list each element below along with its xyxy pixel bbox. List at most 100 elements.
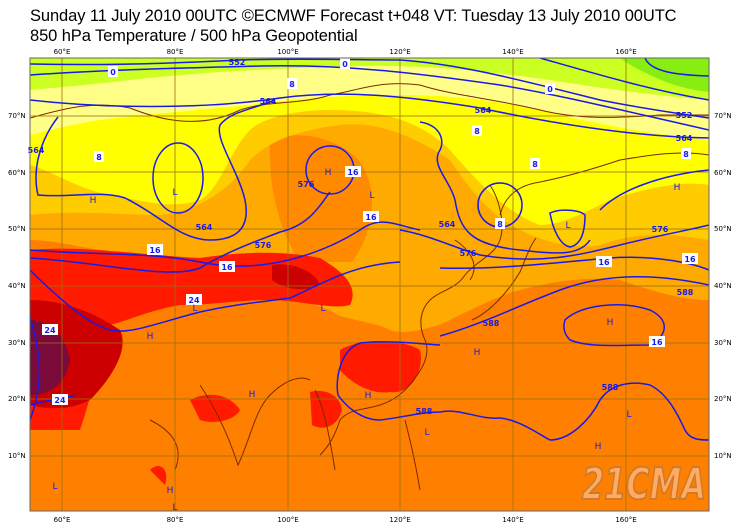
lat-label: 10°N <box>8 452 26 460</box>
high-pressure-center: H <box>365 391 372 401</box>
contour-552 <box>30 58 709 119</box>
contour-label: 16 <box>596 256 612 267</box>
contour-label: 8 <box>472 125 482 136</box>
low-pressure-center: L <box>626 410 631 420</box>
contour-label-text: 0 <box>342 60 348 69</box>
high-pressure-center: H <box>674 183 681 193</box>
contour-label-text: 8 <box>683 150 689 159</box>
contour-label-text: 8 <box>96 153 102 162</box>
contour-label: 0 <box>545 83 555 94</box>
contour-label: 24 <box>42 324 58 335</box>
contour-label-text: 16 <box>365 213 377 222</box>
lat-label: 30°N <box>714 339 732 347</box>
contour-label-text: 24 <box>188 296 200 305</box>
map-subtitle: 850 hPa Temperature / 500 hPa Geopotenti… <box>30 27 358 45</box>
contour-label-box <box>649 336 665 347</box>
contour-564-west <box>35 99 276 241</box>
contour-label: 564 <box>28 146 45 155</box>
contour-label-box <box>596 256 612 267</box>
contour-label-box <box>682 253 698 264</box>
band-dark-red <box>30 264 320 409</box>
contour-label-box <box>681 148 691 159</box>
contour-label-box <box>495 218 505 229</box>
contour-label-text: 588 <box>483 319 500 328</box>
contour-label: 564 <box>260 97 277 106</box>
lon-label: 80°E <box>167 48 184 56</box>
band-red-china <box>310 341 421 428</box>
contour-label: 24 <box>52 394 68 405</box>
high-pressure-center: H <box>147 332 154 342</box>
contour-label-text: 564 <box>196 223 213 232</box>
contour-label: 24 <box>186 294 202 305</box>
band-pale-yellow <box>30 58 709 140</box>
contour-label: 564 <box>676 134 693 143</box>
lon-label: 160°E <box>615 516 636 524</box>
lon-label: 60°E <box>54 48 71 56</box>
contour-576-east <box>399 224 709 260</box>
contour-label: 588 <box>483 319 500 328</box>
contour-label: 16 <box>682 253 698 264</box>
contour-label: 16 <box>363 211 379 222</box>
band-red-india <box>150 394 240 485</box>
contour-label: 16 <box>649 336 665 347</box>
contour-labels: 0 0 0 552 552 564 564 564 564 564 564 8 8 8 8 8 8 16 16 16 1… <box>28 58 698 416</box>
lat-label: 70°N <box>8 112 26 120</box>
contour-label-box <box>530 158 540 169</box>
low-pressure-center: L <box>424 428 429 438</box>
contour-label-text: 24 <box>44 326 56 335</box>
low-pressure-center: L <box>369 191 374 201</box>
high-pressure-center: H <box>607 318 614 328</box>
contour-label: 552 <box>676 111 693 120</box>
contour-label-text: 564 <box>676 134 693 143</box>
contour-label-box <box>186 294 202 305</box>
contour-label-box <box>287 78 297 89</box>
contour-label-text: 16 <box>221 263 233 272</box>
lat-label: 50°N <box>8 225 26 233</box>
high-pressure-center: H <box>90 196 97 206</box>
contour-label-text: 564 <box>28 146 45 155</box>
contour-label-text: 0 <box>547 85 553 94</box>
contour-label-text: 16 <box>149 246 161 255</box>
contour-label-text: 16 <box>347 168 359 177</box>
isotherm-16 <box>30 221 421 267</box>
low-pressure-center: L <box>320 304 325 314</box>
contour-label-text: 576 <box>298 180 315 189</box>
contour-label: 552 <box>229 58 246 67</box>
lon-label: 60°E <box>54 516 71 524</box>
contour-label: 564 <box>439 220 456 229</box>
contour-label: 0 <box>340 58 350 69</box>
contour-label: 8 <box>287 78 297 89</box>
lon-label: 140°E <box>502 48 523 56</box>
low-pressure-center: L <box>172 188 177 198</box>
contour-label: 8 <box>681 148 691 159</box>
contour-label-box <box>52 394 68 405</box>
contour-label: 16 <box>219 261 235 272</box>
lat-label: 30°N <box>8 339 26 347</box>
lat-labels-left: 70°N 60°N 50°N 40°N 30°N 20°N 10°N <box>8 112 26 460</box>
high-pressure-center: H <box>249 390 256 400</box>
contour-label-box <box>147 244 163 255</box>
contour-label-text: 0 <box>110 68 116 77</box>
contour-label-text: 564 <box>439 220 456 229</box>
lat-label: 20°N <box>714 395 732 403</box>
lat-label: 20°N <box>8 395 26 403</box>
contour-label-text: 576 <box>255 241 272 250</box>
lat-label: 10°N <box>714 452 732 460</box>
contour-label-box <box>108 66 118 77</box>
contour-label: 564 <box>196 223 213 232</box>
contour-label: 576 <box>652 225 669 234</box>
contour-label-box <box>94 151 104 162</box>
contour-552-north <box>539 58 709 101</box>
contour-label: 564 <box>475 106 492 115</box>
band-red <box>30 248 353 430</box>
lon-label: 80°E <box>167 516 184 524</box>
lon-label: 120°E <box>389 48 410 56</box>
temperature-field <box>30 58 709 511</box>
contour-label-text: 16 <box>598 258 610 267</box>
contour-label: 576 <box>255 241 272 250</box>
contour-label-text: 588 <box>416 407 433 416</box>
isotherm-24 <box>30 261 401 332</box>
low-pressure-center: L <box>52 482 57 492</box>
low-ring-siberia <box>152 142 204 214</box>
